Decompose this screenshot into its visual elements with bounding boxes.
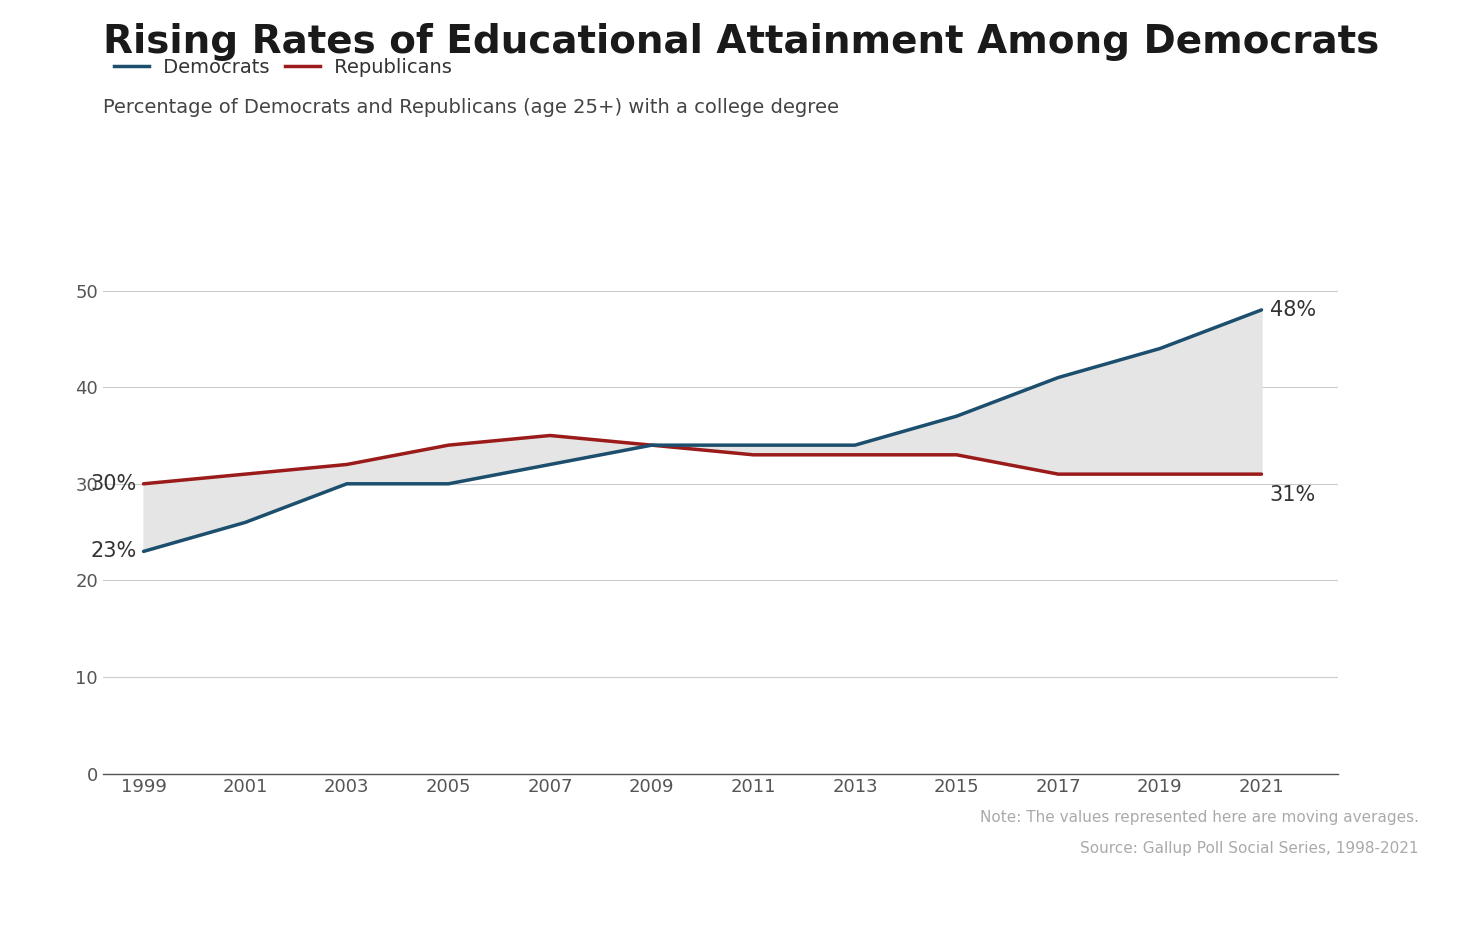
Text: Source: Gallup Poll Social Series, 1998-2021: Source: Gallup Poll Social Series, 1998-… — [1080, 841, 1419, 856]
Text: 31%: 31% — [1270, 486, 1316, 505]
Text: 48%: 48% — [1270, 300, 1316, 320]
Text: Rising Rates of Educational Attainment Among Democrats: Rising Rates of Educational Attainment A… — [103, 23, 1379, 62]
Text: Note: The values represented here are moving averages.: Note: The values represented here are mo… — [979, 810, 1419, 825]
Text: 30%: 30% — [91, 473, 137, 494]
Legend:  Democrats,  Republicans: Democrats, Republicans — [106, 50, 460, 85]
Text: 23%: 23% — [91, 541, 137, 561]
Text: Percentage of Democrats and Republicans (age 25+) with a college degree: Percentage of Democrats and Republicans … — [103, 98, 839, 116]
